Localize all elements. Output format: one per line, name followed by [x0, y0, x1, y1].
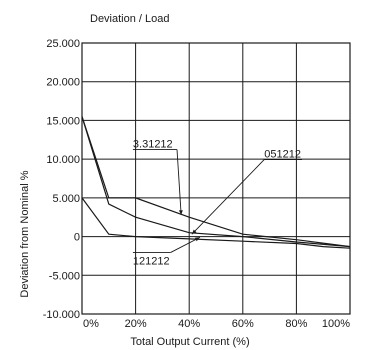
series-line-3.31212 [82, 117, 350, 247]
x-axis-title: Total Output Current (%) [130, 336, 249, 348]
series-line-121212 [82, 198, 350, 248]
x-tick-label: 100% [322, 318, 350, 330]
y-tick-labels: -10.000 -5.000 0 5.000 10.000 15.000 20.000 25.… [43, 38, 80, 321]
series-lines [82, 117, 350, 249]
annotation-leader-line [192, 160, 264, 235]
y-tick-label: 0 [74, 232, 80, 244]
x-tick-label: 0% [83, 318, 99, 330]
y-tick-label: 20.000 [46, 77, 80, 89]
x-tick-label: 20% [125, 318, 147, 330]
x-tick-label: 80% [285, 318, 307, 330]
x-tick-label: 40% [178, 318, 200, 330]
annotations: 3.31212 051212 121212 [133, 139, 302, 268]
annotation-leader-line [171, 237, 200, 252]
y-tick-label: 15.000 [46, 115, 80, 127]
x-tick-labels: 0% 20% 40% 60% 80% 100% [83, 318, 350, 330]
y-tick-label: 25.000 [46, 38, 80, 50]
x-tick-label: 60% [232, 318, 254, 330]
series-line-051212 [82, 117, 350, 247]
y-tick-label: 5.000 [52, 193, 80, 205]
grid [82, 43, 350, 314]
annotation-label-3.31212: 3.31212 [133, 139, 173, 151]
y-axis-title: Deviation from Nominal % [19, 170, 31, 297]
chart-title: Deviation / Load [90, 13, 170, 25]
y-tick-label: -5.000 [49, 270, 80, 282]
y-tick-label: -10.000 [43, 309, 80, 321]
plot-frame [82, 43, 350, 314]
annotation-label-051212: 051212 [264, 149, 301, 161]
y-tick-label: 10.000 [46, 154, 80, 166]
annotation-label-121212: 121212 [133, 255, 170, 267]
